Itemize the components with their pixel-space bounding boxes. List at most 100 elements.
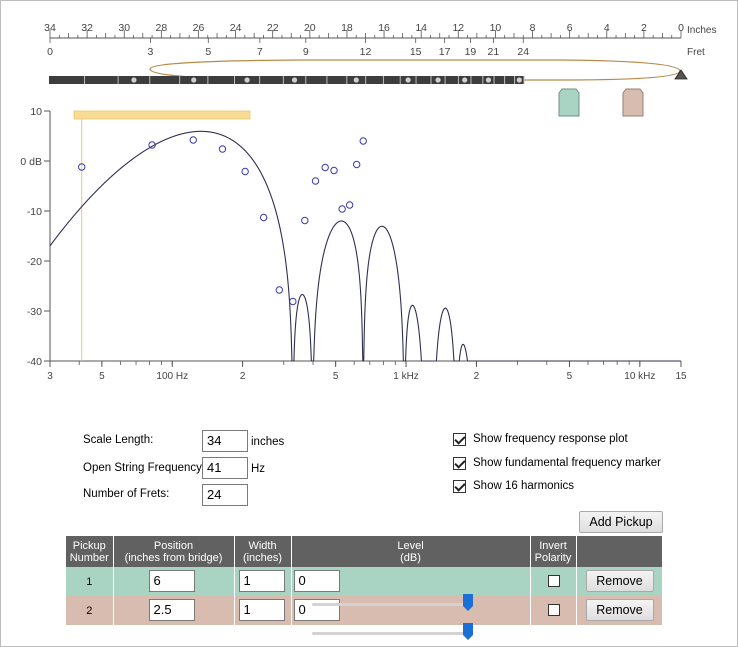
open-frequency-input[interactable]: 41 [202,457,248,479]
pickup-2-level-slider-thumb[interactable] [463,623,473,641]
x-tick-label: 5 [567,371,573,382]
harmonic-marker [345,201,354,209]
x-tick-label: 2 [240,371,246,382]
show-fundamental-option[interactable]: Show fundamental frequency marker [453,455,661,471]
harmonic-marker [321,163,329,172]
fret-tick-label: 15 [410,46,422,58]
inch-tick-label: 0 [678,22,684,34]
inch-tick-label: 10 [490,22,502,34]
pickup-number: 2 [66,596,114,625]
add-pickup-button[interactable]: Add Pickup [579,511,663,533]
harmonic-marker [189,136,197,144]
fret-inlay-dot [462,77,468,83]
harmonic-marker [148,141,156,149]
invert-polarity-checkbox[interactable] [547,604,560,616]
pickup-number: 1 [66,567,114,596]
scale-ruler: 34 32 30 28 26 24 22 20 18 16 14 12 10 8 6 4 2 0 Inches 0… [44,22,716,84]
header-width: Width (inches) [234,536,292,567]
y-tick-label: -10 [27,206,42,218]
fret-tick-label: 0 [47,46,53,58]
open-frequency-unit: Hz [251,463,266,475]
fret-inlay-dot [353,77,359,83]
fret-tick-label: 17 [439,46,451,58]
pickup-width-input[interactable]: 1 [238,570,285,592]
y-tick-label: -40 [27,356,42,368]
show-fundamental-label: Show fundamental frequency marker [473,457,661,469]
pickup-width-input[interactable]: 1 [238,599,285,621]
y-tick-label: -20 [27,256,42,268]
inches-unit-label: Inches [687,25,716,36]
harmonic-marker [218,145,227,153]
fret-unit-label: Fret [687,47,705,58]
fundamental-range-bar [73,110,251,120]
x-tick-label: 1 kHz [393,371,419,382]
pickup-1-level-slider-thumb[interactable] [463,594,473,612]
pickup-level-input[interactable]: 0 [293,570,340,592]
num-frets-input[interactable]: 24 [202,484,248,506]
x-tick-label: 2 [474,371,480,382]
num-frets-label: Number of Frets: [83,488,170,500]
show-response-label: Show frequency response plot [473,433,628,445]
remove-pickup-button[interactable]: Remove [585,599,654,621]
fret-inlay-dot [131,77,137,83]
invert-polarity-checkbox[interactable] [547,575,560,587]
pickup-marker-2[interactable] [622,88,644,118]
harmonic-marker [330,166,338,175]
pickup-1-level-slider-track[interactable] [312,603,468,606]
fret-inlay-dot [405,77,411,83]
inch-tick-label: 30 [118,22,130,34]
show-harmonics-checkbox[interactable] [453,479,466,493]
fret-inlay-dot [244,77,250,83]
show-fundamental-checkbox[interactable] [453,456,466,470]
header-pickup-number: Pickup Number [66,536,114,567]
pickup-position-input[interactable]: 6 [148,570,195,592]
scale-length-input[interactable]: 34 [202,430,248,452]
inch-tick-label: 26 [193,22,205,34]
show-harmonics-label: Show 16 harmonics [473,480,574,492]
pickup-table: Pickup Number Position (inches from bridge… [66,536,662,625]
y-tick-label: 0 dB [20,156,42,168]
fret-tick-label: 5 [205,46,211,58]
x-tick-label: 3 [47,371,53,382]
y-tick-label: -30 [27,306,42,318]
inch-tick-label: 24 [230,22,242,34]
fret-tick-label: 19 [465,46,477,58]
fret-inlay-dot [191,77,197,83]
harmonic-marker [78,163,86,171]
harmonic-marker [359,137,367,145]
harmonic-marker [289,297,297,306]
inch-tick-label: 4 [604,22,610,34]
inch-tick-label: 28 [156,22,168,34]
inch-tick-label: 18 [341,22,353,34]
pickup-row-1: 1 6 1 0 Remove [66,567,662,596]
open-frequency-label: Open String Frequency: [83,462,206,474]
bridge-icon [674,69,688,80]
scale-length-unit: inches [251,436,285,448]
fret-tick-label: 21 [488,46,500,58]
pickup-2-level-slider-track[interactable] [312,632,468,635]
pickup-position-input[interactable]: 2.5 [148,599,195,621]
fret-tick-label: 12 [360,46,372,58]
show-response-checkbox[interactable] [453,432,466,446]
inch-tick-label: 20 [304,22,316,34]
harmonic-marker [275,286,283,294]
header-invert-polarity: Invert Polarity [530,536,577,567]
x-tick-label: 5 [99,371,105,382]
pickup-marker-1[interactable] [558,88,580,118]
remove-pickup-button[interactable]: Remove [585,570,654,592]
inch-tick-label: 32 [81,22,93,34]
fret-tick-label: 9 [303,46,309,58]
harmonic-marker [259,213,268,222]
frequency-response-chart: 10 0 dB -10 -20 -30 -40 3 5 100 Hz 2 5 1 kHz 2 5 10 kH… [20,106,687,382]
y-tick-label: 10 [30,106,42,118]
inch-tick-label: 34 [44,22,56,34]
inch-tick-label: 14 [415,22,427,34]
harmonic-marker [352,160,361,169]
show-harmonics-option[interactable]: Show 16 harmonics [453,478,574,494]
pickup-row-2: 2 2.5 1 0 Remove [66,596,662,625]
fret-inlay-dot [516,77,522,83]
response-curve [49,130,681,362]
x-tick-label: 100 Hz [156,371,188,382]
show-response-option[interactable]: Show frequency response plot [453,431,628,447]
inch-tick-label: 2 [641,22,647,34]
